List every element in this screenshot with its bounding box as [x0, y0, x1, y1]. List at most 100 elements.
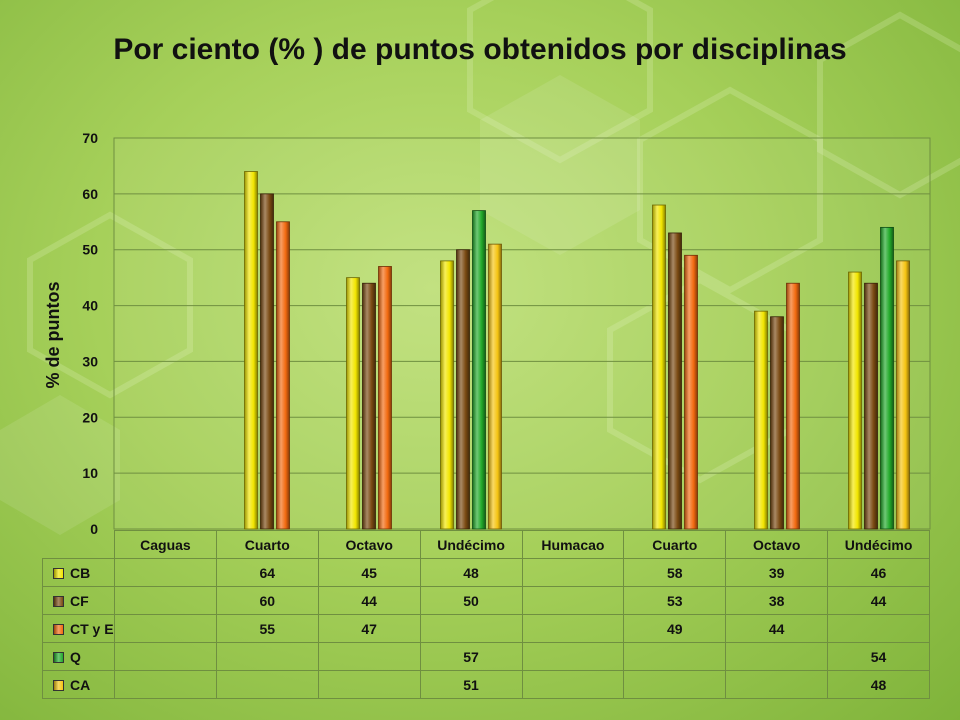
- series-name: CF: [70, 592, 89, 609]
- bar-cb: [848, 271, 862, 530]
- bar-ca: [488, 243, 502, 530]
- series-label: Q: [42, 642, 115, 671]
- category-label: Cuarto: [623, 530, 727, 559]
- data-table: Caguas Cuarto Octavo Undécimo Humacao Cuarto O…: [42, 530, 930, 699]
- table-cell: 53: [623, 586, 727, 615]
- series-name: CA: [70, 676, 91, 693]
- series-name: Q: [70, 648, 81, 665]
- table-cell: 55: [215, 614, 319, 643]
- series-label: CT y E: [42, 614, 115, 643]
- category-label: Caguas: [114, 530, 217, 559]
- table-cell: [521, 558, 625, 587]
- y-tick-label: 20: [82, 409, 98, 425]
- table-cell: [521, 670, 625, 699]
- legend-key-icon: [53, 679, 64, 691]
- table-cell: [521, 642, 625, 671]
- y-axis-ticks: 0 10 20 30 40 50 60 70: [82, 130, 98, 537]
- category-header-row: Caguas Cuarto Octavo Undécimo Humacao Cuarto O…: [42, 530, 930, 559]
- table-row: Q 57 54: [42, 642, 930, 671]
- table-row: CA 51 48: [42, 670, 930, 699]
- table-cell: [114, 642, 217, 671]
- chart-title: Por ciento (% ) de puntos obtenidos por …: [113, 33, 847, 66]
- table-cell: 50: [419, 586, 523, 615]
- table-cell: [623, 670, 727, 699]
- table-cell: [317, 670, 421, 699]
- bar-cf: [668, 232, 682, 530]
- plot-area: [113, 137, 931, 530]
- series-name: CT y E: [70, 620, 114, 637]
- table-cell: [114, 558, 217, 587]
- table-row: CF 60 44 50 53 38 44: [42, 586, 930, 615]
- bar-ct-y-e: [276, 221, 290, 530]
- bar-q: [472, 210, 486, 530]
- table-cell: [827, 614, 930, 643]
- table-cell: [114, 614, 217, 643]
- series-label: CB: [42, 558, 115, 587]
- table-cell: 46: [827, 558, 930, 587]
- table-cell: 57: [419, 642, 523, 671]
- table-cell: 54: [827, 642, 930, 671]
- table-cell: [725, 642, 829, 671]
- bars: [244, 171, 910, 530]
- table-cell: [521, 614, 625, 643]
- y-tick-label: 0: [90, 521, 98, 537]
- table-cell: 58: [623, 558, 727, 587]
- table-corner: [42, 530, 115, 559]
- table-cell: [215, 670, 319, 699]
- series-label: CF: [42, 586, 115, 615]
- bar-cb: [652, 204, 666, 530]
- bar-cb: [346, 277, 360, 530]
- category-label: Undécimo: [419, 530, 523, 559]
- category-label: Undécimo: [827, 530, 930, 559]
- table-cell: [725, 670, 829, 699]
- y-tick-label: 10: [82, 465, 98, 481]
- table-cell: 47: [317, 614, 421, 643]
- table-cell: [114, 586, 217, 615]
- category-label: Octavo: [725, 530, 829, 559]
- table-cell: 44: [317, 586, 421, 615]
- table-cell: 60: [215, 586, 319, 615]
- bar-ct-y-e: [786, 282, 800, 530]
- y-tick-label: 60: [82, 186, 98, 202]
- bar-cb: [244, 171, 258, 530]
- bar-cf: [864, 282, 878, 530]
- gridlines: [113, 137, 931, 530]
- bar-ca: [896, 260, 910, 530]
- table-cell: 51: [419, 670, 523, 699]
- legend-key-icon: [53, 567, 64, 579]
- table-cell: [317, 642, 421, 671]
- table-row: CT y E 55 47 49 44: [42, 614, 930, 643]
- bar-ct-y-e: [378, 266, 392, 530]
- y-tick-label: 70: [82, 130, 98, 146]
- table-cell: [521, 586, 625, 615]
- table-cell: 38: [725, 586, 829, 615]
- table-cell: 48: [827, 670, 930, 699]
- table-cell: 44: [827, 586, 930, 615]
- bar-cf: [260, 193, 274, 530]
- legend-key-icon: [53, 623, 64, 635]
- bar-cf: [456, 249, 470, 530]
- table-cell: 45: [317, 558, 421, 587]
- bar-cb: [440, 260, 454, 530]
- bar-q: [880, 226, 894, 530]
- series-label: CA: [42, 670, 115, 699]
- y-tick-label: 50: [82, 242, 98, 258]
- table-cell: [215, 642, 319, 671]
- table-cell: 48: [419, 558, 523, 587]
- legend-key-icon: [53, 651, 64, 663]
- y-tick-label: 40: [82, 298, 98, 314]
- table-row: CB 64 45 48 58 39 46: [42, 558, 930, 587]
- table-cell: 49: [623, 614, 727, 643]
- bar-cb: [754, 310, 768, 530]
- table-cell: 44: [725, 614, 829, 643]
- table-cell: [419, 614, 523, 643]
- category-label: Octavo: [317, 530, 421, 559]
- category-label: Humacao: [521, 530, 625, 559]
- table-cell: 64: [215, 558, 319, 587]
- series-name: CB: [70, 564, 91, 581]
- legend-key-icon: [53, 595, 64, 607]
- bar-ct-y-e: [684, 254, 698, 530]
- category-label: Cuarto: [215, 530, 319, 559]
